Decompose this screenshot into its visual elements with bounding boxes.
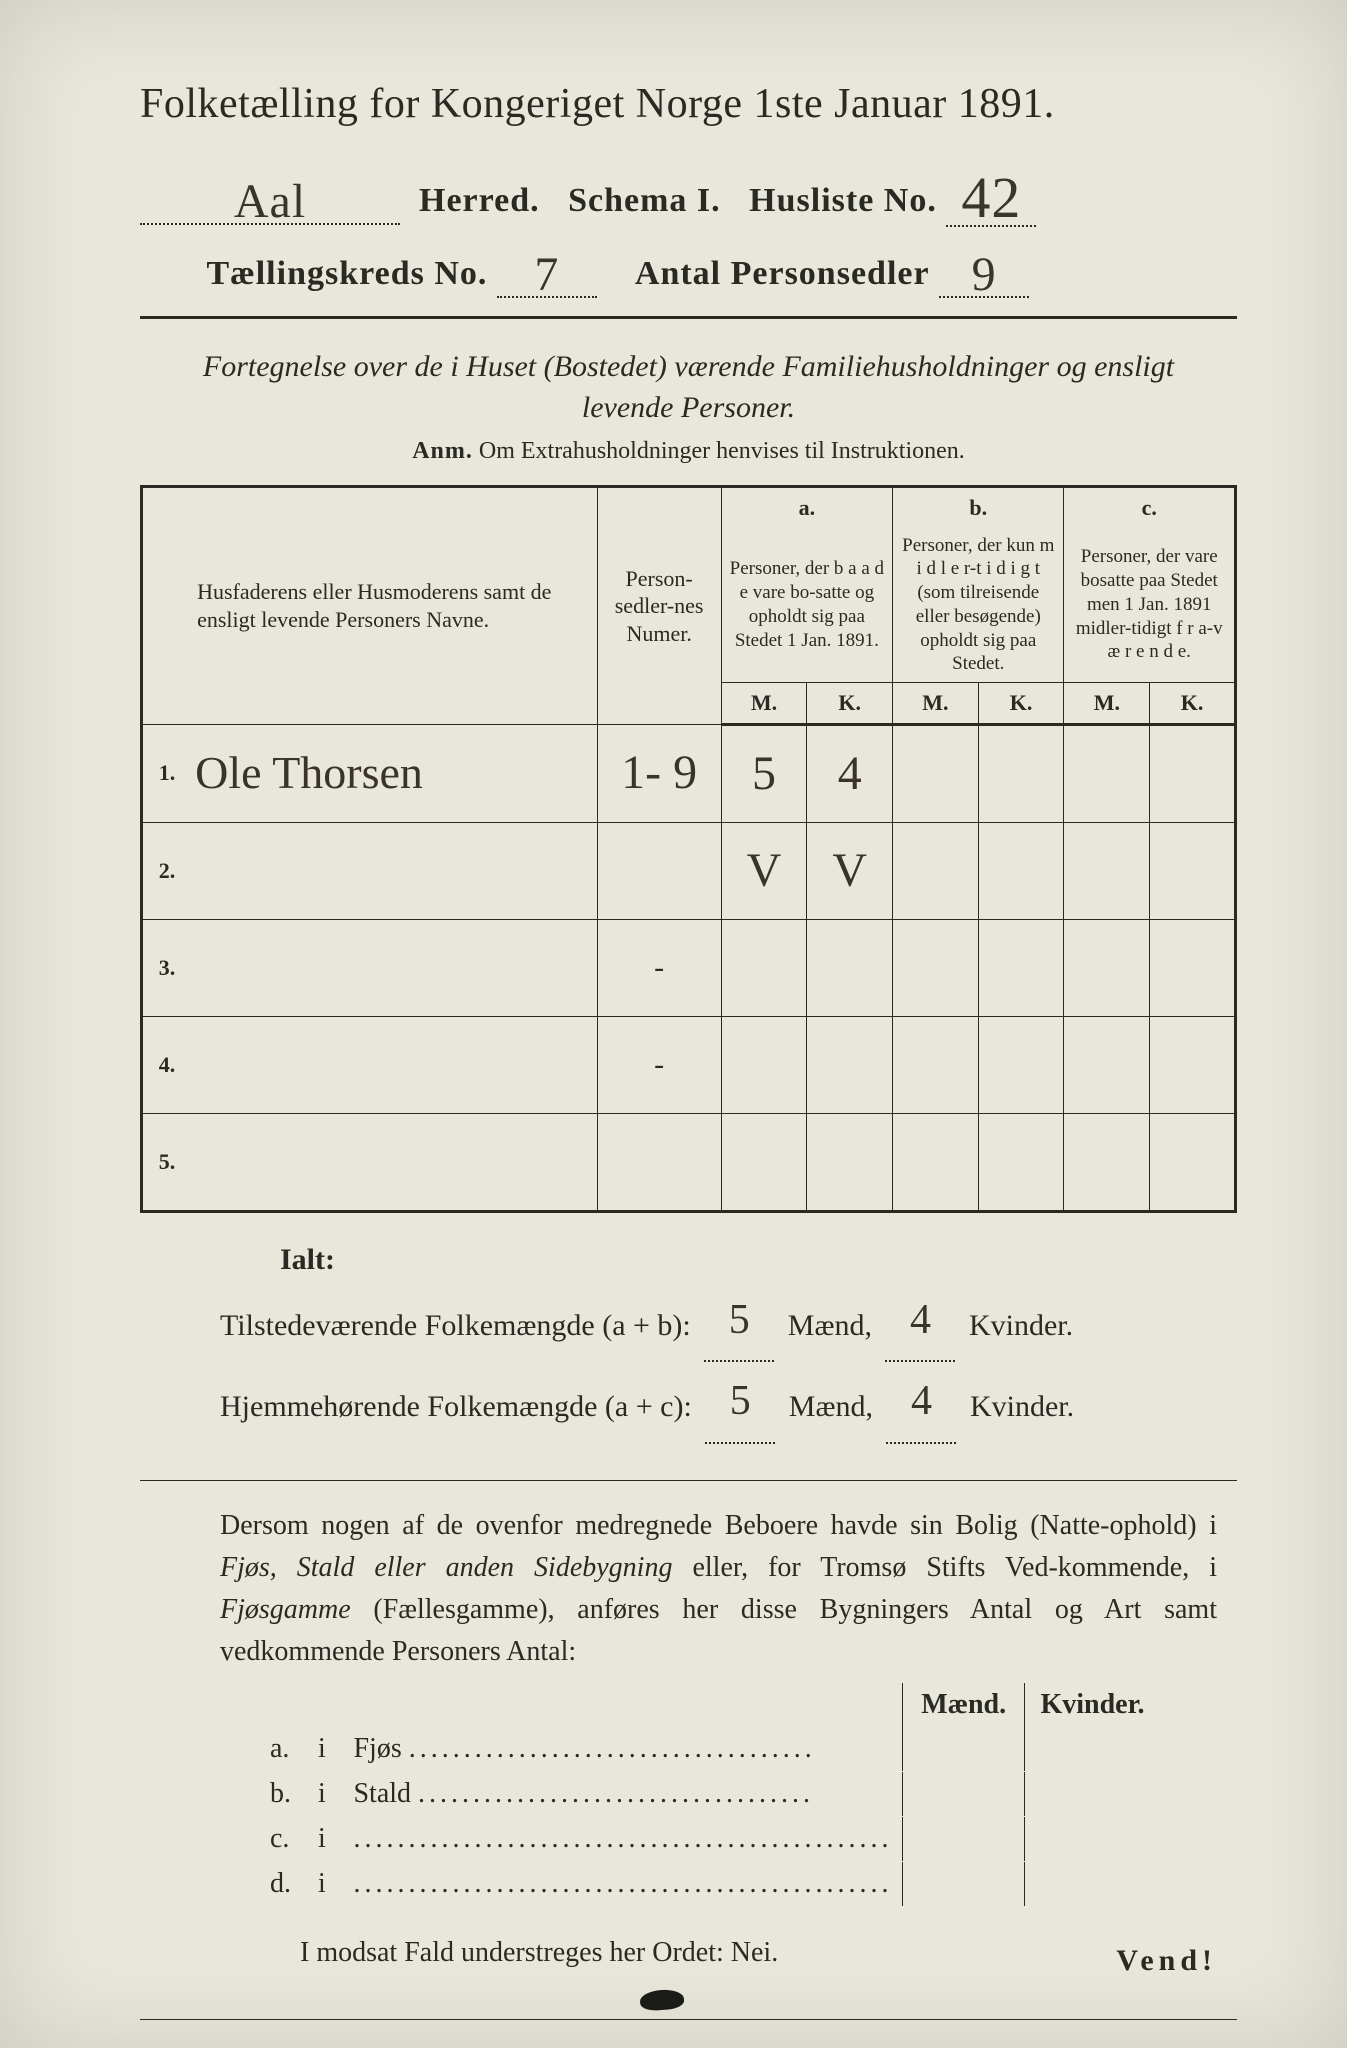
header-row-1: Aal Herred. Schema I. Husliste No. 42 [140,158,1237,227]
rule-2 [140,1480,1237,1481]
herred-label: Herred. [419,182,540,219]
subheading: Fortegnelse over de i Huset (Bostedet) v… [180,347,1197,428]
vend-label: Vend! [1116,1944,1217,1978]
husliste-label: Husliste No. [749,182,937,219]
name-value: Ole Thorsen [195,747,423,798]
col-num-header: Person-sedler-nes Numer. [597,487,721,725]
col-a-label: a. [721,487,892,528]
col-a-k: K. [807,683,893,725]
rule-1 [140,316,1237,319]
dwelling-paragraph: Dersom nogen af de ovenfor medregnede Be… [220,1505,1217,1673]
table-row: 1. Ole Thorsen 1- 9 5 4 [142,724,1236,822]
dwell-head-k: Kvinder. [1024,1683,1160,1727]
sum-resident: Hjemmehørende Folkemængde (a + c): 5 Mæn… [220,1364,1237,1446]
anm-text: Om Extrahusholdninger henvises til Instr… [479,438,965,464]
table-row: 5. [142,1113,1236,1211]
table-row: 2. V V [142,822,1236,919]
nei-line: I modsat Fald understreges her Ordet: Ne… [300,1937,1237,1969]
main-title: Folketælling for Kongeriget Norge 1ste J… [140,80,1237,128]
census-form-page: Folketælling for Kongeriget Norge 1ste J… [0,0,1347,2048]
table-row: 3. - [142,919,1236,1016]
col-b-m: M. [893,683,979,725]
dwell-row: b.i Stald ..............................… [260,1772,1160,1817]
household-table: Husfaderens eller Husmoderens samt de en… [140,485,1237,1213]
personsedler-value: 9 [972,248,997,301]
husliste-value: 42 [961,165,1021,230]
schema-label: Schema I. [568,182,721,219]
sum-present: Tilstedeværende Folkemængde (a + b): 5 M… [220,1283,1237,1365]
col-a-text: Personer, der b a a d e vare bo-satte og… [721,528,892,683]
anm-line: Anm. Om Extrahusholdninger henvises til … [140,438,1237,465]
col-c-k: K. [1150,683,1236,725]
dwell-row: d.i ....................................… [260,1862,1160,1907]
col-b-k: K. [978,683,1064,725]
header-row-2: Tællingskreds No. 7 Antal Personsedler 9 [140,241,1237,298]
dwell-row: a.i Fjøs ...............................… [260,1727,1160,1772]
col-name-header: Husfaderens eller Husmoderens samt de en… [191,487,597,725]
col-b-label: b. [893,487,1064,528]
ialt-label: Ialt: [280,1243,1237,1277]
dwell-row: c.i ....................................… [260,1817,1160,1862]
table-row: 4. - [142,1016,1236,1113]
col-c-label: c. [1064,487,1236,528]
dwell-head-m: Mænd. [903,1683,1024,1727]
kreds-label: Tællingskreds No. [207,255,488,292]
col-c-text: Personer, der vare bosatte paa Stedet me… [1064,528,1236,683]
ink-blob [639,1988,684,2011]
rule-3 [140,2019,1237,2020]
num-value: 1- 9 [621,746,697,799]
anm-label: Anm. [412,438,473,464]
col-c-m: M. [1064,683,1150,725]
kreds-value: 7 [534,248,559,301]
col-a-m: M. [721,683,807,725]
herred-value: Aal [234,175,306,228]
col-b-text: Personer, der kun m i d l e r-t i d i g … [893,528,1064,683]
personsedler-label: Antal Personsedler [635,255,930,292]
dwelling-table: Mænd. Kvinder. a.i Fjøs ................… [260,1683,1160,1907]
